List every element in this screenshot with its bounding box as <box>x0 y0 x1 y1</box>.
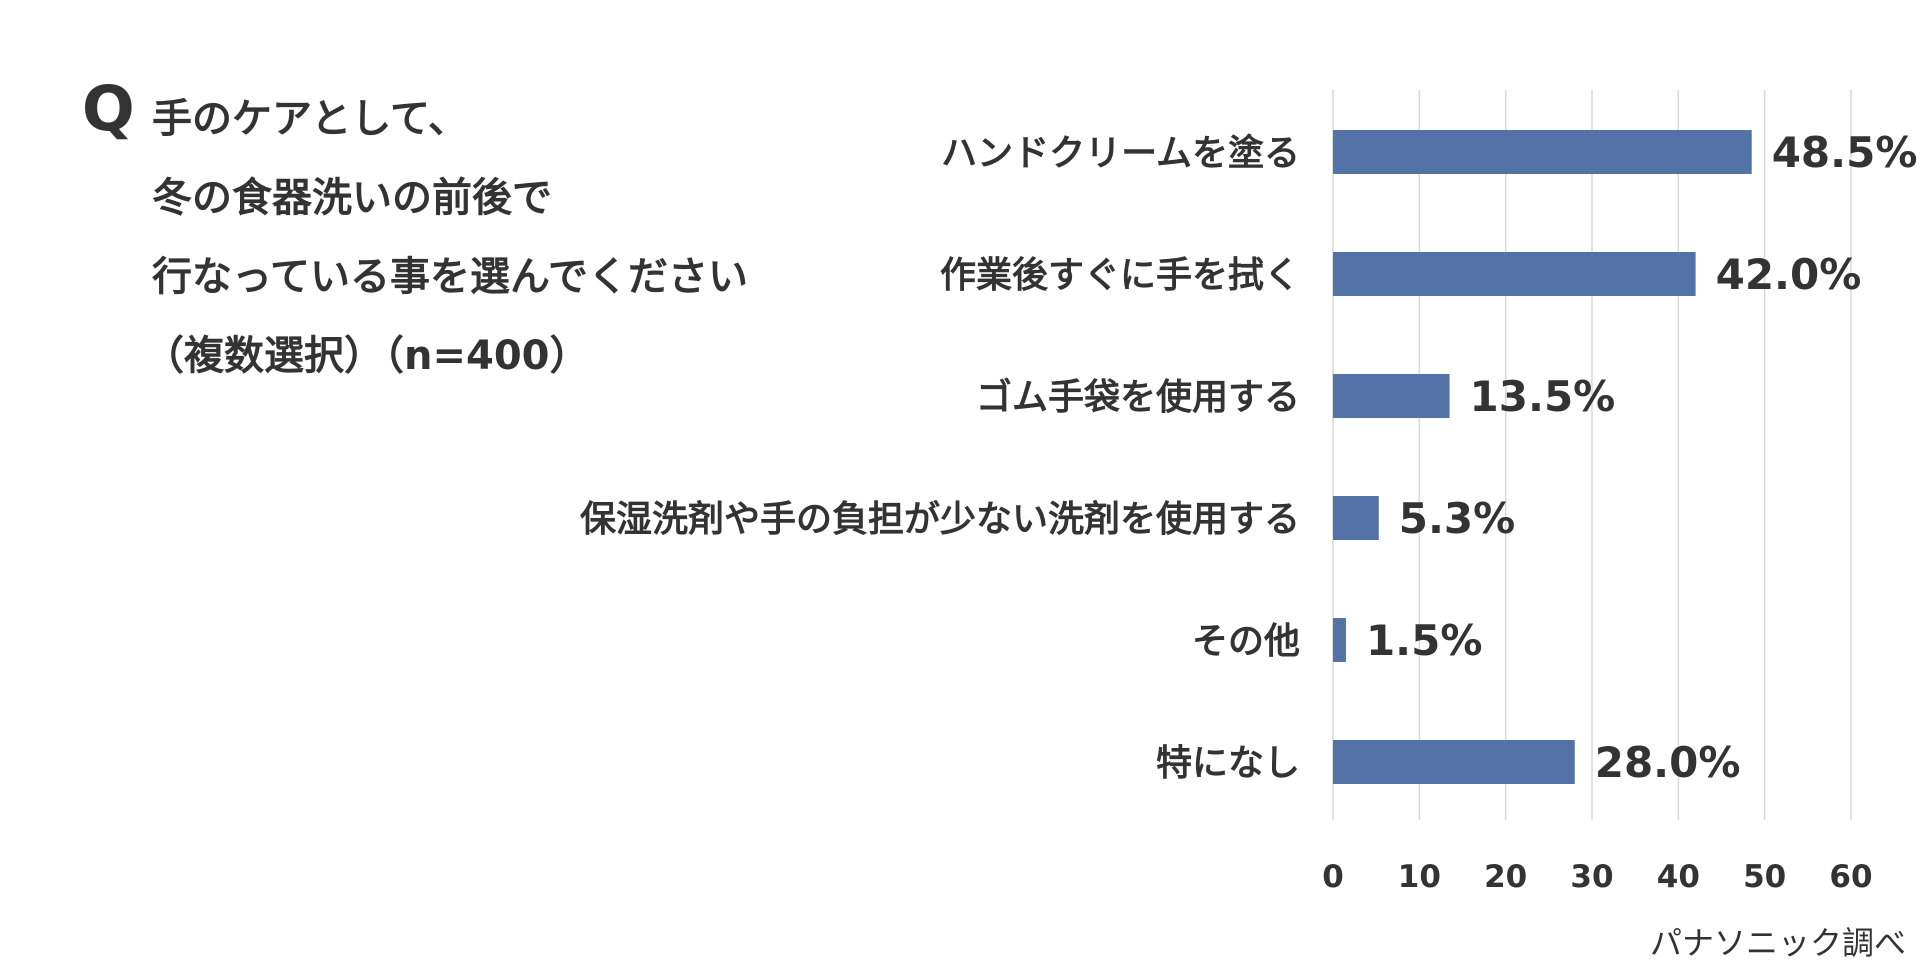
data-label: 5.3% <box>1399 494 1515 543</box>
question-line-2: 冬の食器洗いの前後で <box>152 175 552 221</box>
x-tick-label: 30 <box>1570 859 1613 895</box>
category-label: ハンドクリームを塗る <box>941 132 1300 174</box>
x-tick-label: 0 <box>1322 859 1344 895</box>
bar <box>1333 618 1346 662</box>
category-label: ゴム手袋を使用する <box>976 376 1300 418</box>
data-label: 48.5% <box>1772 128 1918 177</box>
question-line-3: 行なっている事を選んでください <box>152 254 748 300</box>
question-line-1: 手のケアとして、 <box>152 96 468 142</box>
bar <box>1333 252 1696 296</box>
data-label: 28.0% <box>1595 738 1741 787</box>
category-label: 作業後すぐに手を拭く <box>940 255 1300 296</box>
x-tick-label: 20 <box>1484 859 1527 895</box>
data-label: 1.5% <box>1366 616 1482 665</box>
data-label: 42.0% <box>1716 250 1862 299</box>
x-tick-label: 60 <box>1829 859 1872 895</box>
question-text: 手のケアとして、 冬の食器洗いの前後で 行なっている事を選んでください （複数選… <box>144 80 748 396</box>
source-note: パナソニック調べ <box>1649 924 1906 962</box>
question-mark: Q <box>82 72 135 145</box>
category-label: 保湿洗剤や手の負担が少ない洗剤を使用する <box>580 499 1300 540</box>
bar <box>1333 374 1450 418</box>
bar <box>1333 496 1379 540</box>
data-label: 13.5% <box>1470 372 1616 421</box>
category-label: 特になし <box>1156 743 1300 784</box>
x-tick-label: 10 <box>1398 859 1441 895</box>
x-tick-label: 40 <box>1657 859 1700 895</box>
bar <box>1333 130 1752 174</box>
category-label: その他 <box>1192 621 1300 662</box>
question-line-4: （複数選択）（n=400） <box>144 333 590 379</box>
x-tick-label: 50 <box>1743 859 1786 895</box>
bar <box>1333 740 1575 784</box>
